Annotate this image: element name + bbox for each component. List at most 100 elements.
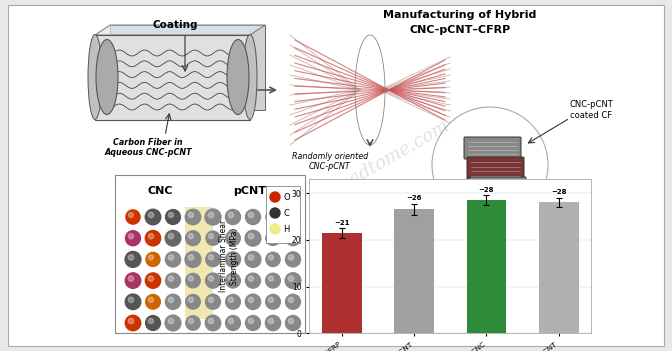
Circle shape xyxy=(205,315,220,331)
Text: ~26: ~26 xyxy=(407,196,422,201)
Text: C: C xyxy=(283,208,289,218)
Circle shape xyxy=(228,297,234,302)
Text: memoir.: memoir. xyxy=(120,188,210,252)
Circle shape xyxy=(248,254,254,260)
Circle shape xyxy=(188,234,194,239)
Circle shape xyxy=(165,230,181,246)
Circle shape xyxy=(165,294,181,309)
Circle shape xyxy=(165,210,181,224)
Circle shape xyxy=(226,316,241,330)
Circle shape xyxy=(245,230,261,246)
FancyBboxPatch shape xyxy=(469,177,526,199)
Circle shape xyxy=(285,273,301,289)
Circle shape xyxy=(226,210,241,225)
Circle shape xyxy=(208,297,214,303)
Text: aroadtome.com: aroadtome.com xyxy=(320,117,452,203)
Circle shape xyxy=(265,315,281,331)
Circle shape xyxy=(128,318,134,324)
Bar xyxy=(322,233,362,333)
Circle shape xyxy=(270,224,280,234)
Bar xyxy=(539,203,579,333)
Text: Coating: Coating xyxy=(153,20,198,30)
Circle shape xyxy=(146,316,161,330)
Circle shape xyxy=(149,233,154,239)
Circle shape xyxy=(206,252,220,267)
Circle shape xyxy=(169,255,173,260)
Circle shape xyxy=(288,318,294,324)
Circle shape xyxy=(226,294,241,309)
Circle shape xyxy=(228,234,234,239)
Circle shape xyxy=(288,234,294,239)
Circle shape xyxy=(268,276,274,281)
Circle shape xyxy=(185,231,200,246)
Text: ~21: ~21 xyxy=(334,220,349,226)
Circle shape xyxy=(249,212,253,218)
Circle shape xyxy=(188,276,194,281)
Circle shape xyxy=(188,212,194,218)
Circle shape xyxy=(169,212,173,218)
Polygon shape xyxy=(110,25,265,110)
Circle shape xyxy=(208,318,214,324)
Circle shape xyxy=(245,294,261,310)
Circle shape xyxy=(128,297,134,303)
FancyBboxPatch shape xyxy=(185,207,213,319)
Circle shape xyxy=(225,252,241,267)
Text: O: O xyxy=(283,192,290,201)
Y-axis label: Interlaminar Shear
Strength (MPa): Interlaminar Shear Strength (MPa) xyxy=(219,220,239,292)
FancyBboxPatch shape xyxy=(464,137,521,159)
Text: CNC-pCNT
coated CF: CNC-pCNT coated CF xyxy=(570,100,614,120)
Circle shape xyxy=(268,297,274,302)
Circle shape xyxy=(266,231,280,245)
Circle shape xyxy=(149,276,154,281)
Text: CNC: CNC xyxy=(147,186,173,196)
Circle shape xyxy=(188,318,194,324)
Circle shape xyxy=(245,273,261,288)
Text: Randomly oriented
CNC-pCNT: Randomly oriented CNC-pCNT xyxy=(292,152,368,171)
Ellipse shape xyxy=(243,34,257,119)
Circle shape xyxy=(208,276,214,281)
Circle shape xyxy=(249,276,253,281)
Circle shape xyxy=(265,273,280,288)
Circle shape xyxy=(128,276,134,281)
Circle shape xyxy=(185,209,201,225)
Circle shape xyxy=(270,192,280,202)
Circle shape xyxy=(286,210,300,224)
Circle shape xyxy=(286,316,300,331)
Circle shape xyxy=(249,297,254,303)
Text: ~28: ~28 xyxy=(551,190,566,196)
Circle shape xyxy=(226,273,241,288)
Circle shape xyxy=(268,318,274,324)
Circle shape xyxy=(206,231,220,245)
Circle shape xyxy=(205,209,221,225)
Circle shape xyxy=(125,294,140,310)
Circle shape xyxy=(288,276,294,282)
Circle shape xyxy=(128,212,134,218)
Circle shape xyxy=(128,254,134,260)
FancyBboxPatch shape xyxy=(115,175,305,333)
Circle shape xyxy=(286,252,300,267)
Polygon shape xyxy=(95,25,265,35)
Circle shape xyxy=(169,276,173,281)
Circle shape xyxy=(208,255,214,260)
Circle shape xyxy=(208,212,214,218)
Circle shape xyxy=(149,318,154,324)
Text: pCNT: pCNT xyxy=(233,186,267,196)
Circle shape xyxy=(206,273,220,288)
Bar xyxy=(466,200,506,333)
Circle shape xyxy=(125,315,140,331)
Bar xyxy=(394,210,434,333)
Circle shape xyxy=(126,210,140,224)
Circle shape xyxy=(185,294,200,309)
Circle shape xyxy=(125,273,140,289)
Circle shape xyxy=(270,208,280,218)
Ellipse shape xyxy=(227,40,249,114)
Circle shape xyxy=(168,318,174,324)
Circle shape xyxy=(188,297,194,302)
Circle shape xyxy=(165,273,181,288)
Circle shape xyxy=(206,294,220,309)
Circle shape xyxy=(228,318,234,324)
Circle shape xyxy=(165,315,181,331)
Circle shape xyxy=(145,231,161,246)
Circle shape xyxy=(269,212,274,218)
Circle shape xyxy=(208,234,214,239)
